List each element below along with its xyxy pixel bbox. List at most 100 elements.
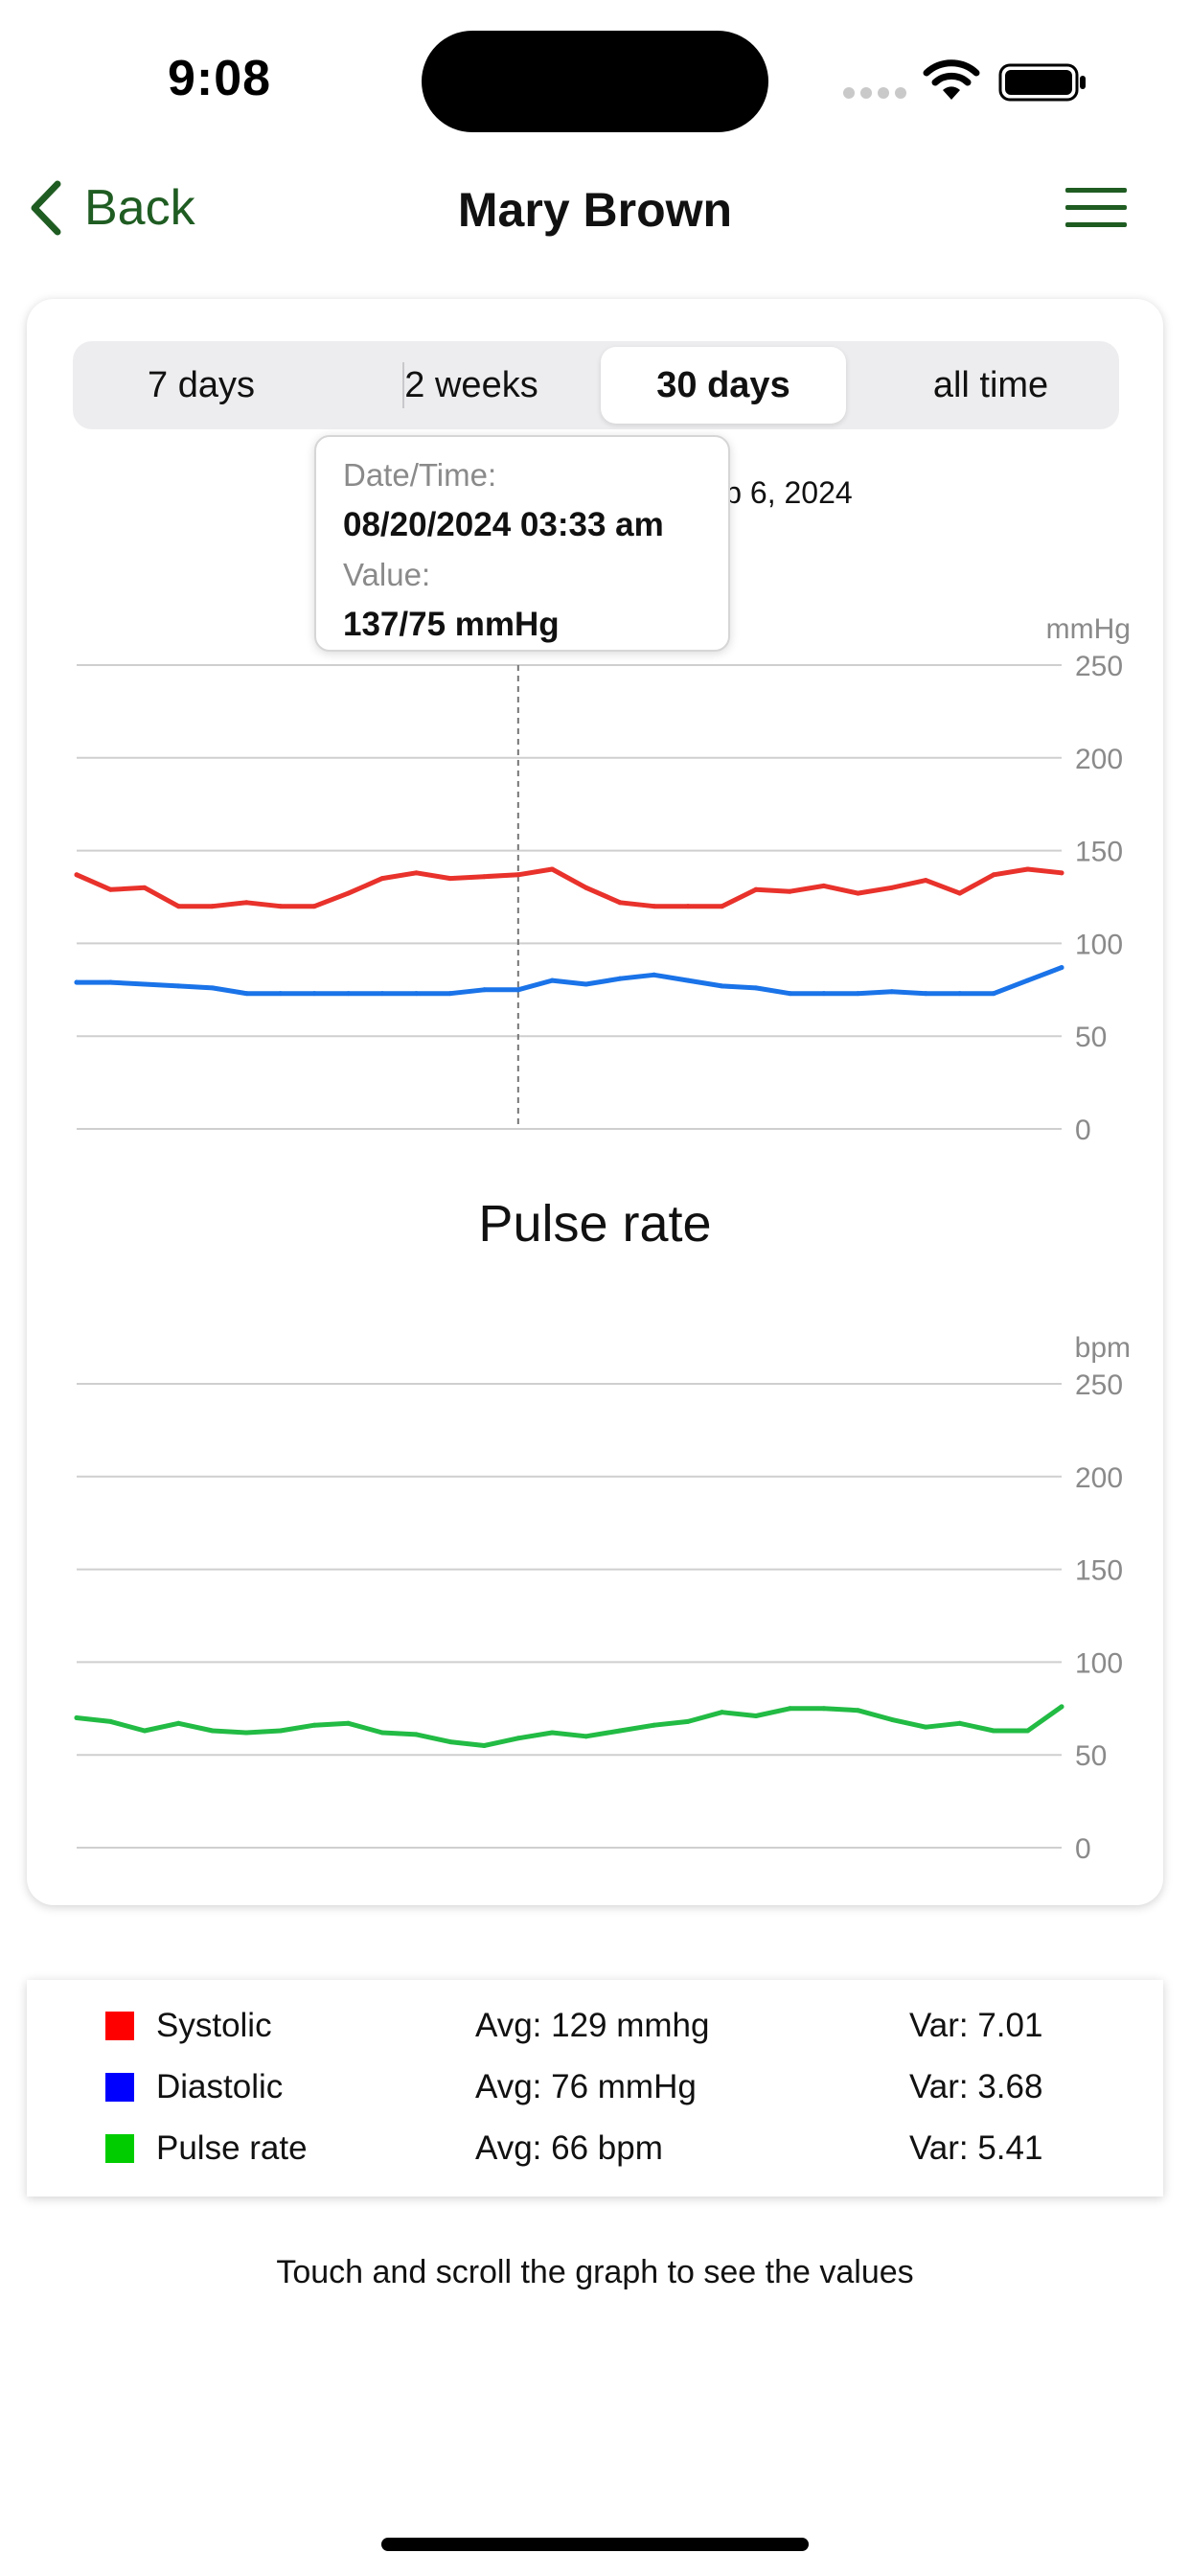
pulse-data-point — [685, 1718, 691, 1724]
legend-avg: Avg: 129 mmhg — [475, 2007, 710, 2044]
pulse-data-point — [413, 1732, 419, 1737]
diastolic-data-point — [720, 983, 725, 989]
chevron-left-icon — [31, 180, 61, 236]
diastolic-data-point — [753, 985, 759, 991]
systolic-data-point — [957, 890, 963, 896]
diastolic-data-point — [685, 978, 691, 983]
filter-all-time[interactable]: all time — [932, 364, 1049, 405]
filter-30-days[interactable]: 30 days — [601, 347, 846, 424]
diastolic-series-line — [74, 965, 1064, 997]
systolic-data-point — [481, 874, 487, 880]
diastolic-data-point — [923, 991, 928, 997]
pulse-data-point — [379, 1730, 385, 1736]
tooltip-date-value: 08/20/2024 03:33 am — [343, 506, 664, 543]
legend-row-diastolic: Diastolic Avg: 76 mmHg Var: 3.68 — [27, 2060, 1163, 2114]
pulse-data-point — [991, 1728, 996, 1734]
y-tick-label: 200 — [1075, 1462, 1123, 1494]
legend-name: Pulse rate — [156, 2129, 308, 2167]
diastolic-data-point — [175, 983, 181, 989]
filter-2-weeks[interactable]: 2 weeks — [404, 364, 538, 405]
pulse-data-point — [652, 1722, 657, 1728]
pulse-data-point — [923, 1724, 928, 1730]
pulse-data-point — [142, 1728, 148, 1734]
pulse-series-line — [74, 1704, 1064, 1748]
diastolic-data-point — [243, 991, 249, 997]
systolic-swatch — [105, 2012, 134, 2040]
systolic-data-point — [549, 866, 555, 872]
diastolic-data-point — [652, 972, 657, 978]
diastolic-data-point — [1059, 965, 1064, 971]
systolic-data-point — [991, 872, 996, 878]
home-indicator[interactable] — [381, 2538, 809, 2551]
systolic-data-point — [413, 870, 419, 876]
pulse-data-point — [787, 1706, 792, 1712]
diastolic-data-point — [447, 991, 453, 997]
systolic-data-point — [1025, 866, 1031, 872]
diastolic-data-point — [107, 979, 113, 985]
pulse-data-point — [346, 1720, 352, 1726]
pulse-data-point — [1059, 1704, 1064, 1710]
pulse-data-point — [549, 1730, 555, 1736]
diastolic-data-point — [515, 987, 521, 993]
y-tick-label: 50 — [1075, 1740, 1107, 1772]
pulse-data-point — [821, 1706, 827, 1712]
systolic-data-point — [617, 900, 623, 906]
systolic-data-point — [74, 872, 80, 878]
diastolic-data-point — [855, 991, 860, 997]
y-tick-label: 250 — [1075, 1369, 1123, 1401]
back-label: Back — [84, 180, 195, 236]
diastolic-data-point — [210, 985, 216, 991]
systolic-data-point — [278, 904, 284, 909]
pulse-rate-chart[interactable]: bpm 0 50 100 150 200 250 — [0, 1313, 1190, 1859]
y-tick-label: 200 — [1075, 744, 1123, 775]
pulse-data-point — [447, 1739, 453, 1745]
legend-avg: Avg: 76 mmHg — [475, 2068, 697, 2105]
y-tick-label: 100 — [1075, 1647, 1123, 1679]
pulse-data-point — [175, 1720, 181, 1726]
period-segmented-control: 7 days 2 weeks 30 days all time — [73, 341, 1119, 429]
blood-pressure-chart[interactable]: mmHg 0 50 100 150 200 250 — [0, 594, 1190, 1140]
legend-name: Diastolic — [156, 2068, 284, 2105]
systolic-data-point — [379, 876, 385, 882]
pulse-data-point — [753, 1714, 759, 1719]
page-title: Mary Brown — [457, 183, 733, 237]
systolic-data-point — [821, 883, 827, 888]
pulse-data-point — [481, 1743, 487, 1749]
systolic-data-point — [107, 886, 113, 892]
y-tick-label: 50 — [1075, 1022, 1107, 1053]
filter-7-days[interactable]: 7 days — [148, 364, 255, 405]
systolic-data-point — [855, 890, 860, 896]
systolic-data-point — [311, 904, 317, 909]
systolic-series-line — [74, 866, 1064, 909]
diastolic-data-point — [346, 991, 352, 997]
y-axis-unit: bpm — [1075, 1332, 1131, 1364]
legend-row-systolic: Systolic Avg: 129 mmhg Var: 7.01 — [27, 1999, 1163, 2053]
systolic-data-point — [652, 904, 657, 909]
legend-var: Var: 5.41 — [909, 2129, 1043, 2167]
diastolic-data-point — [413, 991, 419, 997]
diastolic-data-point — [1025, 978, 1031, 983]
systolic-data-point — [889, 885, 895, 890]
diastolic-data-point — [278, 991, 284, 997]
scroll-hint: Touch and scroll the graph to see the va… — [276, 2254, 914, 2290]
tooltip-value-label: Value: — [343, 557, 431, 592]
hamburger-menu-icon[interactable] — [1065, 188, 1127, 230]
legend-avg: Avg: 66 bpm — [475, 2129, 663, 2167]
back-button[interactable]: Back — [29, 174, 195, 242]
diastolic-data-point — [787, 991, 792, 997]
legend-var: Var: 7.01 — [909, 2007, 1043, 2044]
systolic-data-point — [515, 872, 521, 878]
diastolic-data-point — [821, 991, 827, 997]
diastolic-data-point — [379, 991, 385, 997]
pulse-data-point — [74, 1714, 80, 1720]
pulse-data-point — [957, 1720, 963, 1726]
systolic-data-point — [243, 900, 249, 906]
y-tick-label: 0 — [1075, 1833, 1091, 1859]
legend-var: Var: 3.68 — [909, 2068, 1043, 2105]
systolic-data-point — [346, 890, 352, 896]
legend-row-pulse: Pulse rate Avg: 66 bpm Var: 5.41 — [27, 2122, 1163, 2175]
pulse-data-point — [311, 1722, 317, 1728]
y-tick-label: 250 — [1075, 651, 1123, 682]
diastolic-data-point — [311, 991, 317, 997]
